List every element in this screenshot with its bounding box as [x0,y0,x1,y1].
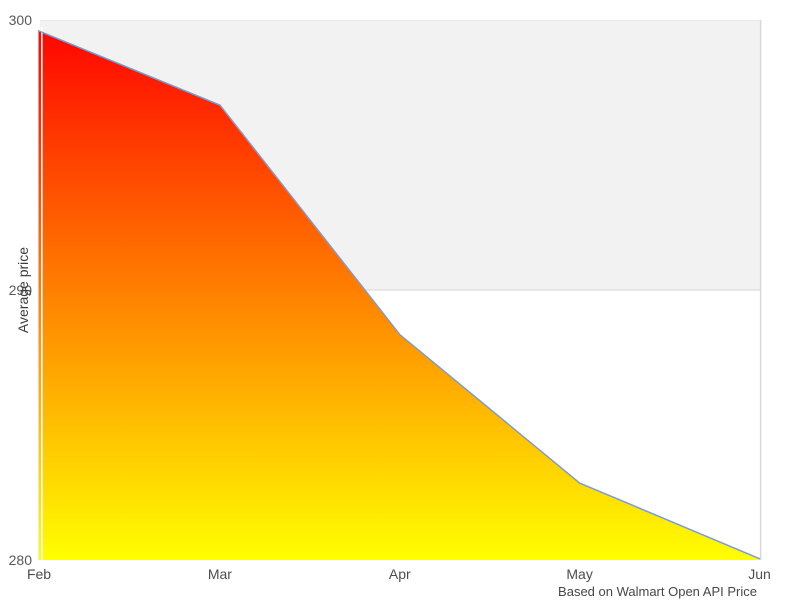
x-tick-label-may: May [566,566,593,582]
x-tick-label-apr: Apr [388,566,411,582]
area-fill [38,30,760,561]
x-tick-label-feb: Feb [26,566,52,582]
x-tick-label-jun: Jun [748,566,771,582]
y-tick-label-290: 290 [8,282,32,298]
x-tick-label-mar: Mar [207,566,232,582]
y-axis-title: Average price [15,246,31,334]
chart-caption: Based on Walmart Open API Price [558,584,757,599]
y-tick-label-300: 300 [8,12,32,28]
y-tick-label-280: 280 [8,552,32,568]
price-line [37,30,761,560]
